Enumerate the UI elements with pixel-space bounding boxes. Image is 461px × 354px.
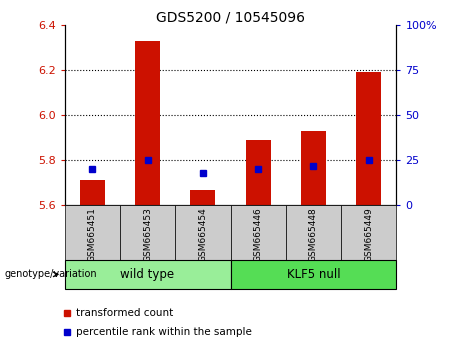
Bar bbox=[286, 205, 341, 260]
Bar bbox=[230, 205, 286, 260]
Bar bbox=[65, 260, 230, 289]
Bar bbox=[301, 131, 326, 205]
Bar bbox=[341, 205, 396, 260]
Bar bbox=[246, 140, 271, 205]
Bar bbox=[230, 260, 396, 289]
Bar bbox=[356, 72, 381, 205]
Text: GSM665446: GSM665446 bbox=[254, 207, 263, 262]
Text: transformed count: transformed count bbox=[76, 308, 173, 318]
Bar bbox=[65, 205, 120, 260]
Bar bbox=[190, 189, 215, 205]
Text: GDS5200 / 10545096: GDS5200 / 10545096 bbox=[156, 11, 305, 25]
Text: wild type: wild type bbox=[120, 268, 175, 281]
Bar bbox=[120, 205, 175, 260]
Bar bbox=[135, 41, 160, 205]
Text: KLF5 null: KLF5 null bbox=[287, 268, 340, 281]
Bar bbox=[80, 181, 105, 205]
Text: GSM665454: GSM665454 bbox=[198, 207, 207, 262]
Text: GSM665449: GSM665449 bbox=[364, 207, 373, 262]
Text: GSM665451: GSM665451 bbox=[88, 207, 97, 262]
Text: GSM665448: GSM665448 bbox=[309, 207, 318, 262]
Bar bbox=[175, 205, 230, 260]
Text: genotype/variation: genotype/variation bbox=[5, 269, 97, 279]
Text: GSM665453: GSM665453 bbox=[143, 207, 152, 262]
Text: percentile rank within the sample: percentile rank within the sample bbox=[76, 327, 252, 337]
